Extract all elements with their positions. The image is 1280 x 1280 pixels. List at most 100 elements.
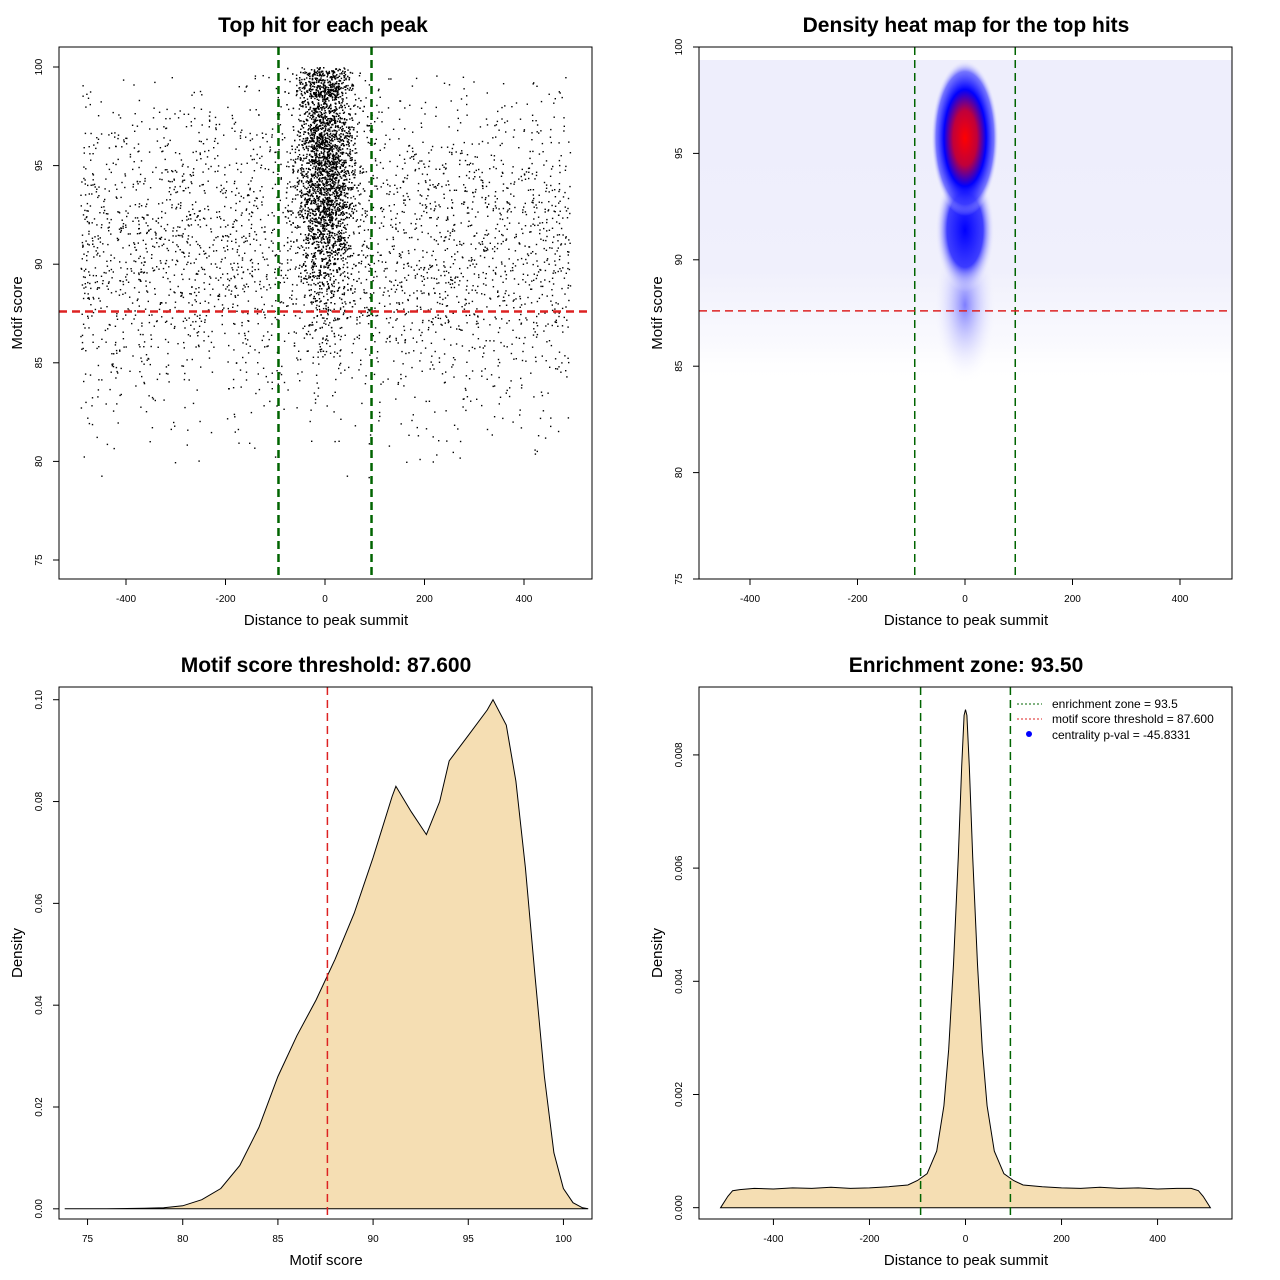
scatter-point (474, 156, 476, 158)
scatter-point (375, 315, 377, 317)
scatter-point (445, 167, 447, 169)
scatter-point (393, 204, 395, 206)
scatter-point (428, 165, 430, 168)
scatter-point (208, 283, 211, 285)
scatter-point (189, 174, 191, 176)
scatter-point (510, 211, 512, 213)
scatter-point (105, 163, 108, 166)
scatter-point (540, 281, 542, 283)
scatter-point (149, 441, 151, 443)
scatter-point (110, 233, 112, 235)
scatter-point (438, 357, 441, 359)
scatter-point (311, 440, 313, 442)
scatter-point (256, 134, 258, 136)
scatter-point (90, 287, 92, 290)
scatter-point (403, 158, 406, 160)
scatter-point (470, 257, 473, 259)
scatter-point (172, 227, 175, 229)
scatter-point (390, 218, 393, 221)
scatter-point (546, 341, 548, 343)
scatter-point (90, 304, 92, 306)
scatter-point (558, 222, 561, 225)
scatter-point (560, 244, 562, 246)
scatter-point (315, 307, 317, 309)
scatter-point (185, 319, 188, 321)
scatter-point (308, 277, 310, 279)
scatter-point (325, 338, 328, 340)
scatter-point (345, 303, 347, 305)
scatter-point (376, 357, 378, 359)
scatter-point (332, 181, 334, 183)
scatter-point (271, 250, 274, 252)
scatter-point (483, 352, 485, 354)
scatter-point (82, 244, 84, 246)
scatter-point (316, 321, 318, 323)
scatter-point (181, 295, 183, 297)
scatter-point (514, 250, 517, 252)
scatter-point (257, 323, 259, 325)
scatter-point (254, 231, 256, 233)
scatter-point (294, 185, 296, 187)
scatter-point (354, 174, 356, 176)
scatter-point (203, 331, 205, 333)
scatter-point (230, 290, 233, 292)
scatter-point (159, 178, 161, 180)
scatter-point (433, 368, 435, 370)
scatter-point (86, 93, 88, 95)
scatter-point (497, 296, 499, 298)
scatter-point (172, 170, 174, 173)
scatter-point (134, 217, 137, 219)
scatter-point (283, 314, 285, 316)
scatter-point (260, 287, 262, 290)
scatter-point (96, 281, 98, 283)
scatter-point (325, 181, 327, 183)
scatter-point (254, 349, 256, 351)
scatter-point (413, 292, 415, 294)
scatter-point (138, 223, 140, 226)
scatter-point (209, 120, 211, 122)
scatter-point (96, 142, 99, 144)
scatter-point (487, 233, 490, 235)
scatter-point (261, 201, 263, 203)
scatter-point (401, 302, 404, 304)
scatter-point (477, 211, 479, 213)
scatter-point (82, 276, 85, 278)
scatter-point (530, 252, 532, 254)
scatter-point (176, 259, 178, 262)
scatter-point (213, 140, 216, 142)
scatter-point (435, 278, 438, 280)
scatter-point (389, 280, 391, 282)
scatter-point (249, 139, 252, 142)
scatter-point (203, 253, 206, 255)
scatter-point (379, 161, 382, 164)
scatter-point (369, 264, 371, 266)
scatter-point (119, 261, 121, 263)
scatter-point (452, 263, 455, 265)
scatter-point (228, 284, 230, 286)
scatter-point (344, 194, 346, 196)
scatter-point (96, 247, 99, 249)
scatter-point (89, 374, 92, 376)
scatter-point (314, 398, 317, 401)
scatter-point (275, 254, 278, 256)
scatter-point (446, 146, 449, 148)
scatter-point (540, 391, 543, 393)
scatter-point (137, 151, 139, 153)
scatter-point (134, 130, 136, 132)
scatter-point (173, 274, 176, 276)
scatter-point (354, 198, 356, 200)
scatter-point (179, 234, 181, 237)
scatter-point (91, 405, 93, 407)
scatter-point (289, 248, 291, 250)
scatter-point (152, 245, 154, 247)
scatter-point (263, 303, 265, 306)
scatter-point (367, 323, 370, 325)
scatter-point (307, 350, 309, 352)
scatter-point (168, 239, 170, 241)
scatter-point (554, 321, 556, 323)
scatter-point (457, 428, 459, 430)
scatter-point (191, 94, 193, 96)
scatter-point (348, 174, 351, 176)
scatter-point (562, 196, 565, 198)
scatter-point (189, 214, 191, 216)
